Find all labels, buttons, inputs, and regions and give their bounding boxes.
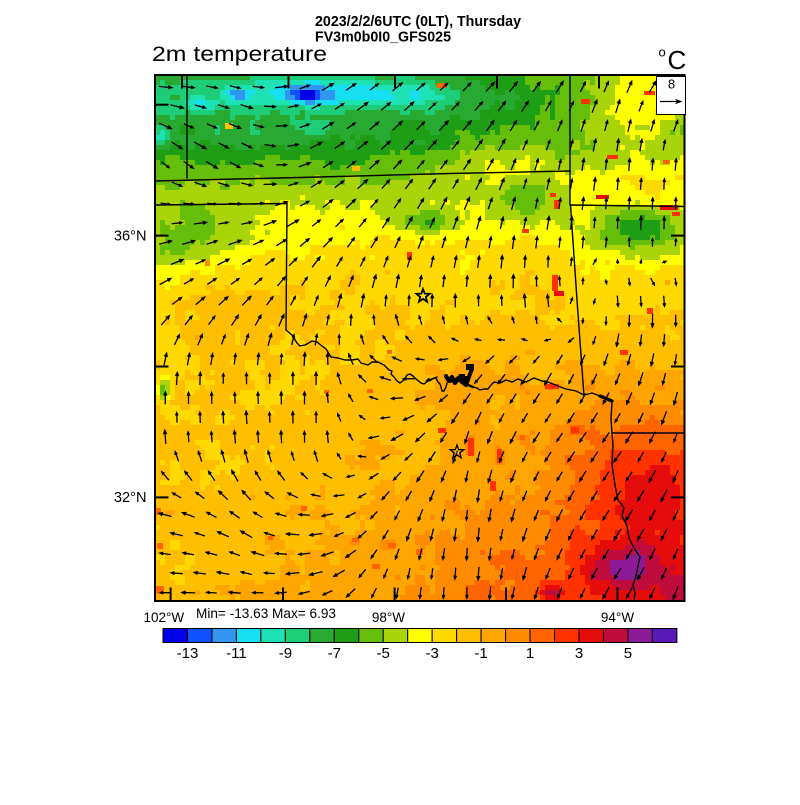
svg-text:102°W: 102°W	[143, 610, 184, 625]
svg-text:FV3m0b0I0_GFS025: FV3m0b0I0_GFS025	[315, 30, 451, 46]
svg-text:-5: -5	[377, 645, 390, 662]
svg-text:-9: -9	[279, 645, 292, 662]
svg-text:-1: -1	[474, 645, 487, 662]
svg-text:94°W: 94°W	[601, 610, 634, 625]
svg-text:3: 3	[575, 645, 583, 662]
svg-text:1: 1	[526, 645, 534, 662]
svg-text:-3: -3	[426, 645, 439, 662]
svg-text:98°W: 98°W	[372, 610, 405, 625]
svg-text:5: 5	[624, 645, 632, 662]
svg-text:-13: -13	[177, 645, 199, 662]
svg-text:-7: -7	[328, 645, 341, 662]
svg-text:36°N: 36°N	[114, 228, 147, 244]
svg-text:C: C	[668, 45, 687, 75]
svg-text:32°N: 32°N	[114, 490, 147, 506]
svg-text:o: o	[659, 45, 666, 60]
svg-text:Min= -13.63 Max= 6.93: Min= -13.63 Max= 6.93	[196, 606, 336, 621]
svg-text:8: 8	[668, 77, 675, 92]
svg-text:2023/2/2/6UTC (0LT), Thursday: 2023/2/2/6UTC (0LT), Thursday	[315, 14, 521, 30]
svg-text:-11: -11	[226, 645, 247, 662]
svg-text:2m temperature: 2m temperature	[152, 42, 327, 66]
